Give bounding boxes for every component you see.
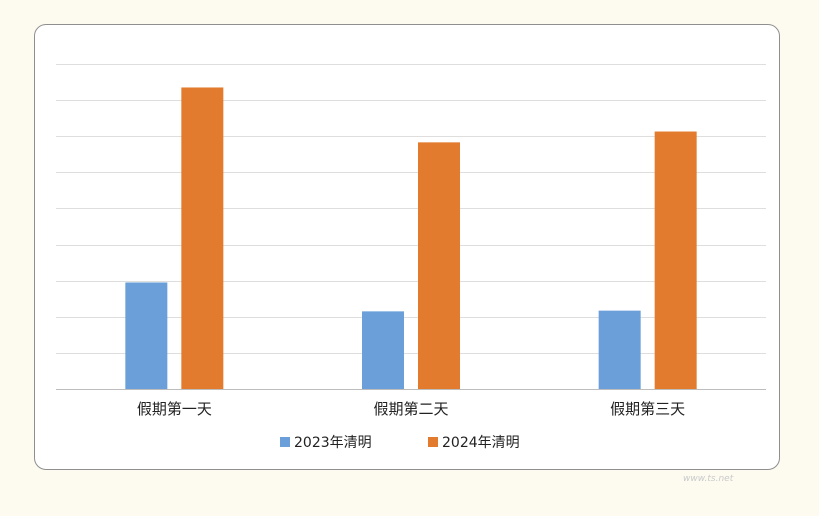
category-labels: 假期第一天 假期第二天 假期第三天 <box>137 400 685 418</box>
bar-1-2 <box>362 311 404 389</box>
legend-label: 2024年清明 <box>442 435 520 451</box>
bars <box>125 87 697 389</box>
gridlines <box>56 64 766 390</box>
bar-2-2 <box>418 142 460 389</box>
bar-1-1 <box>125 282 168 389</box>
watermark: www.ts.net <box>683 474 734 484</box>
bar-2-1 <box>181 87 224 389</box>
bar-1-3 <box>598 310 641 389</box>
legend: 2023年清明 2024年清明 <box>280 435 520 451</box>
category-label: 假期第一天 <box>137 400 212 418</box>
legend-swatch <box>280 437 290 447</box>
category-label: 假期第三天 <box>610 400 685 418</box>
category-label: 假期第二天 <box>373 400 448 418</box>
bar-2-3 <box>654 131 697 389</box>
legend-swatch <box>428 437 438 447</box>
legend-label: 2023年清明 <box>294 435 372 451</box>
